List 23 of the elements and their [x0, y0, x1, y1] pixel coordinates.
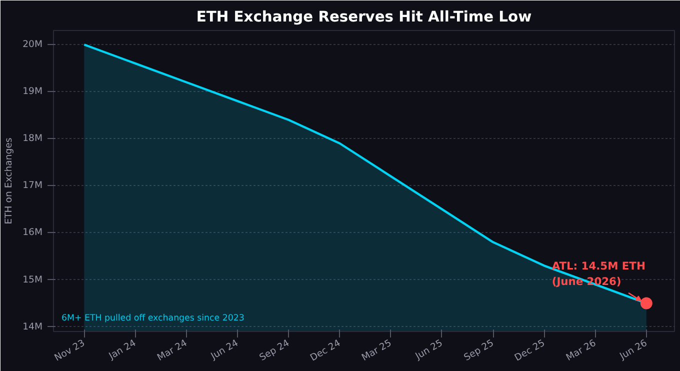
x-tick-label: Mar 24 — [156, 338, 190, 364]
x-tick-label: Mar 26 — [564, 338, 598, 364]
y-tick-label: 14M — [22, 321, 43, 332]
x-tick-label: Dec 24 — [308, 338, 343, 364]
x-tick-label: Sep 25 — [462, 338, 496, 364]
x-tick-label: Nov 23 — [52, 338, 87, 364]
chart-title: ETH Exchange Reserves Hit All-Time Low — [196, 8, 532, 26]
y-tick-label: 19M — [22, 86, 43, 98]
annotation: ATL: 14.5M ETH (June 2026) — [552, 260, 646, 288]
x-tick-label: Jun 26 — [617, 338, 650, 362]
annotation: 6M+ ETH pulled off exchanges since 2023 — [62, 314, 244, 324]
x-tick-label: Jan 24 — [106, 338, 138, 362]
x-tick-label: Sep 24 — [258, 338, 292, 364]
x-tick-label: Jun 25 — [412, 338, 445, 362]
y-tick-label: 16M — [22, 227, 43, 238]
y-tick-label: 17M — [22, 180, 43, 192]
x-tick-label: Mar 25 — [360, 338, 394, 364]
y-tick-label: 15M — [22, 274, 43, 286]
x-tick-label: Jun 24 — [208, 338, 240, 362]
x-tick-label: Dec 25 — [512, 338, 547, 364]
y-axis-title: ETH on Exchanges — [4, 138, 15, 224]
y-tick-label: 20M — [22, 39, 43, 50]
y-tick-label: 18M — [22, 133, 43, 144]
